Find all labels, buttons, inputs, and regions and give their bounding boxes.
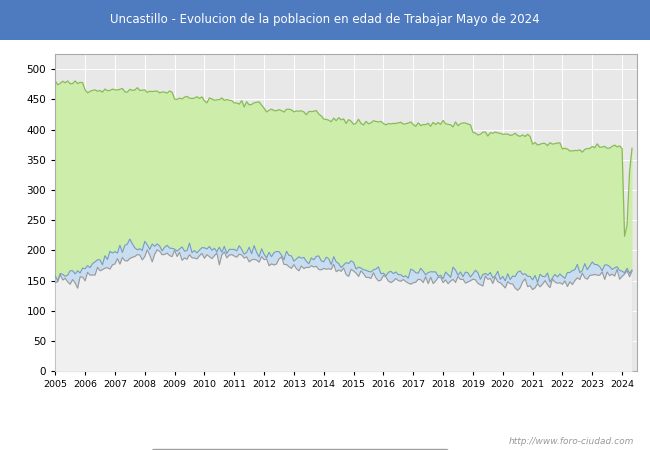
Text: http://www.foro-ciudad.com: http://www.foro-ciudad.com: [508, 436, 634, 446]
Text: Uncastillo - Evolucion de la poblacion en edad de Trabajar Mayo de 2024: Uncastillo - Evolucion de la poblacion e…: [111, 14, 540, 26]
